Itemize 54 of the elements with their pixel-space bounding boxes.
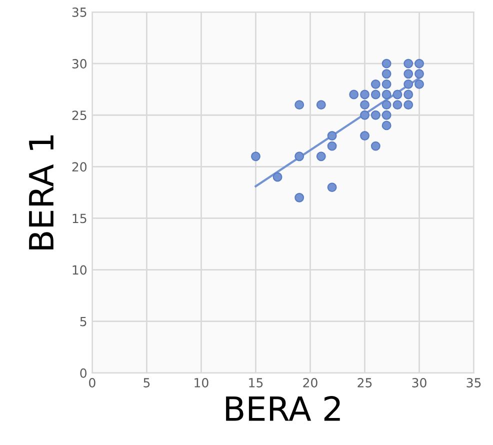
y-tick-label: 15 <box>72 214 86 224</box>
point <box>294 192 304 202</box>
y-tick-label: 0 <box>80 368 86 378</box>
x-tick-label: 10 <box>194 378 208 388</box>
x-tick-label: 35 <box>466 378 481 388</box>
point <box>392 90 402 100</box>
x-tick-label: 15 <box>249 378 263 388</box>
point <box>382 120 392 130</box>
y-tick-label: 30 <box>72 59 86 68</box>
point <box>294 100 304 110</box>
point <box>370 90 380 100</box>
y-tick-label: 20 <box>72 162 86 172</box>
point <box>392 100 402 110</box>
point <box>360 90 370 100</box>
point <box>404 69 414 79</box>
point <box>382 69 392 79</box>
point <box>327 141 337 151</box>
point <box>327 131 337 140</box>
point <box>382 79 392 89</box>
point <box>251 152 260 162</box>
point <box>382 90 392 100</box>
y-axis-title: BERA 1 <box>29 135 54 250</box>
point <box>316 100 326 110</box>
y-tick-label: 10 <box>72 265 86 275</box>
x-tick-label: 5 <box>144 378 150 388</box>
point <box>382 58 392 68</box>
x-tick-label: 25 <box>358 378 372 388</box>
point <box>360 100 370 110</box>
x-tick-label: 0 <box>89 378 96 388</box>
x-axis-title: BERA 2 <box>226 396 340 421</box>
point <box>414 58 424 68</box>
point <box>272 172 282 182</box>
point <box>370 141 380 151</box>
point <box>316 152 326 162</box>
x-tick-label: 30 <box>412 378 426 388</box>
y-tick-label: 35 <box>72 7 86 17</box>
point <box>360 131 370 140</box>
point <box>404 90 414 100</box>
point <box>360 110 370 120</box>
point <box>404 100 414 110</box>
point <box>294 152 304 162</box>
point <box>370 79 380 89</box>
point <box>414 69 424 79</box>
y-tick-label: 5 <box>80 316 86 326</box>
point <box>382 110 392 120</box>
point <box>414 79 424 89</box>
point <box>404 79 414 89</box>
point <box>382 100 392 110</box>
point <box>349 90 359 100</box>
x-tick-label: 20 <box>303 378 318 388</box>
point <box>327 182 337 192</box>
point <box>404 58 414 68</box>
y-tick-label: 25 <box>72 110 86 120</box>
point <box>370 110 380 120</box>
